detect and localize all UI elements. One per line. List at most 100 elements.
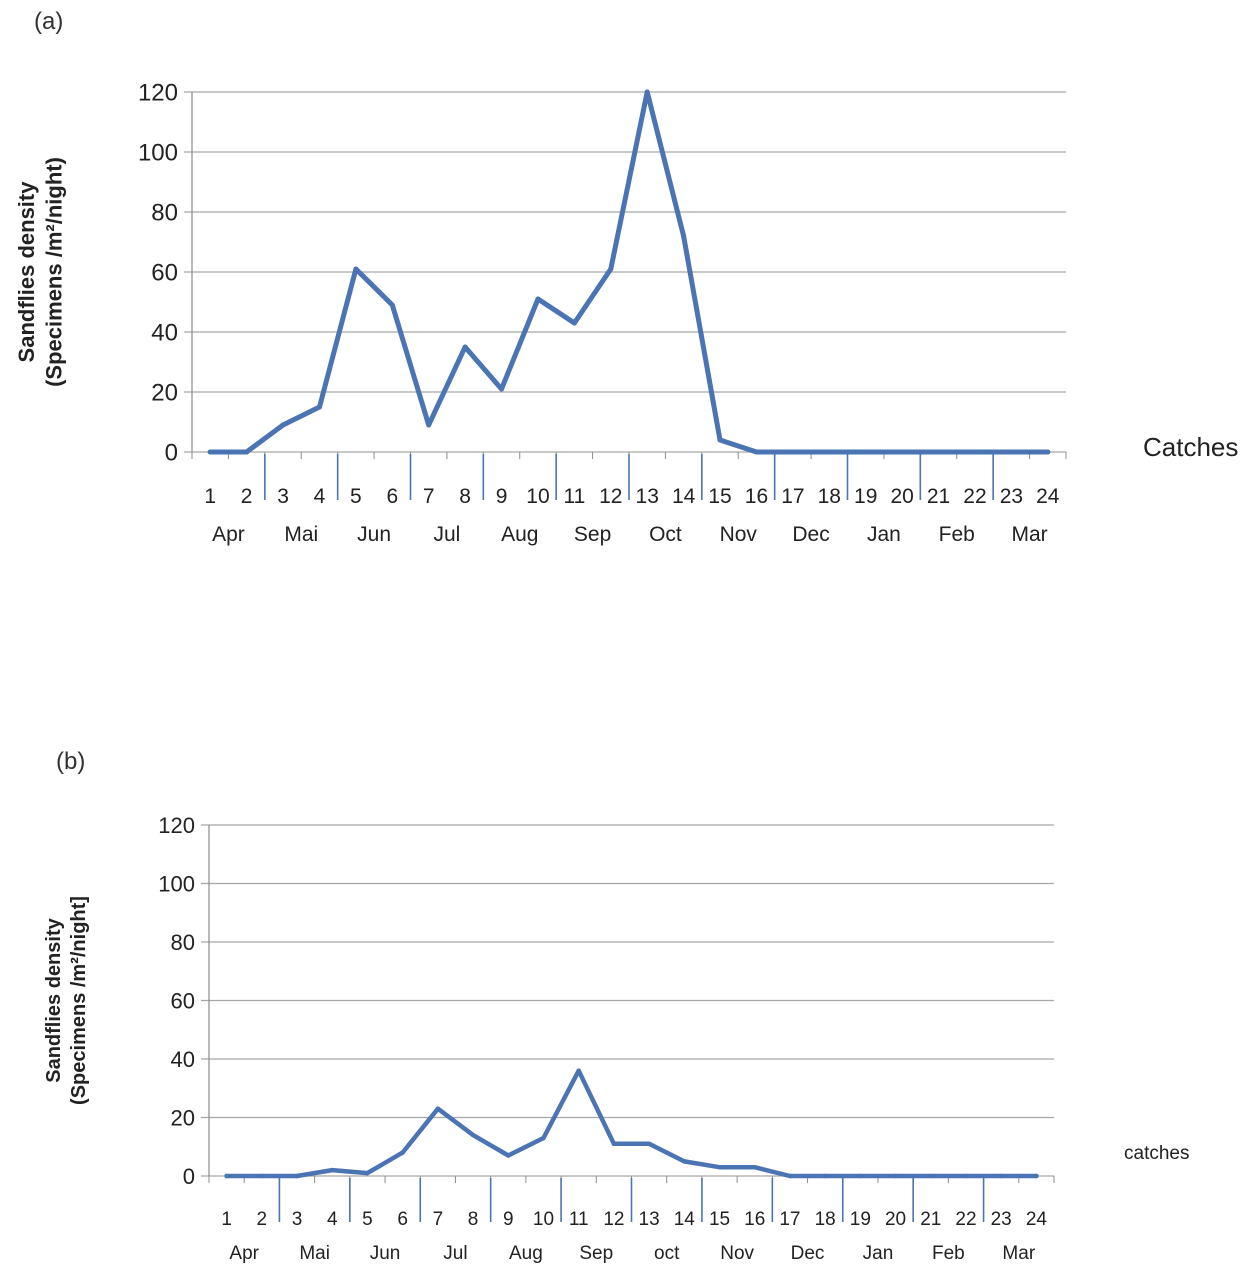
x-tick-label: 1 [221, 1209, 232, 1230]
data-point [645, 90, 650, 95]
x-tick-label: 10 [533, 1209, 554, 1230]
data-point [224, 1174, 229, 1179]
y-tick-label: 0 [183, 1164, 195, 1189]
month-label: Jun [370, 1243, 401, 1264]
data-point [936, 450, 941, 455]
x-tick-label: 10 [526, 485, 549, 508]
x-tick-label: 21 [927, 485, 950, 508]
y-axis-title: Sandflies density [14, 181, 39, 363]
month-label: Jan [863, 1243, 894, 1264]
y-tick-label: 40 [171, 1047, 195, 1072]
y-tick-label: 20 [171, 1105, 195, 1130]
data-point [858, 1174, 863, 1179]
x-tick-label: 16 [744, 1209, 765, 1230]
chart-b-svg: 0204060801001201 2 3 4 5 6 7 8 9 10 11 12 13 14 15 16 17… [0, 740, 1255, 1264]
data-point [400, 1150, 405, 1155]
chart-panel-b: (b) catches 0 20 40 60 80 100 120 1 2 3 4 5 6 7 8 9 10 11… [0, 740, 1255, 1264]
month-label: Apr [212, 523, 245, 546]
data-point [260, 1174, 265, 1179]
data-point [754, 450, 759, 455]
x-tick-label: 7 [423, 485, 435, 508]
x-tick-label: 2 [257, 1209, 268, 1230]
x-tick-label: 3 [277, 485, 289, 508]
data-point [353, 267, 358, 272]
x-tick-label: 11 [563, 485, 585, 508]
data-point [535, 297, 540, 302]
y-axis-subtitle: (Specimens /m²/night) [42, 157, 67, 387]
month-label: Oct [649, 523, 682, 546]
x-tick-label: 23 [991, 1209, 1012, 1230]
x-tick-label: 23 [1000, 485, 1023, 508]
data-point [717, 1165, 722, 1170]
x-tick-label: 16 [745, 485, 768, 508]
data-point [463, 345, 468, 350]
x-tick-label: 15 [708, 485, 731, 508]
data-point [718, 438, 723, 443]
data-series-line [227, 1071, 1037, 1176]
month-label: Jul [433, 523, 460, 546]
month-label: Feb [939, 523, 975, 546]
x-tick-label: 17 [779, 1209, 800, 1230]
x-tick-label: 9 [496, 485, 508, 508]
x-tick-label: 19 [850, 1209, 871, 1230]
x-tick-label: 9 [503, 1209, 514, 1230]
y-tick-label: 100 [138, 140, 178, 167]
x-tick-label: 19 [854, 485, 877, 508]
x-tick-label: 1 [204, 485, 216, 508]
data-point [1034, 1174, 1039, 1179]
data-point [317, 405, 322, 410]
x-tick-label: 20 [890, 485, 913, 508]
x-tick-label: 5 [350, 485, 362, 508]
data-point [863, 450, 868, 455]
data-point [608, 267, 613, 272]
data-point [893, 1174, 898, 1179]
data-point [244, 450, 249, 455]
month-label: Sep [579, 1243, 613, 1264]
data-point [365, 1171, 370, 1176]
y-tick-label: 120 [158, 813, 195, 838]
x-tick-label: 12 [599, 485, 622, 508]
data-point [788, 1174, 793, 1179]
x-tick-label: 22 [963, 485, 986, 508]
data-point [612, 1142, 617, 1147]
data-point [426, 423, 431, 428]
data-point [436, 1106, 441, 1111]
data-point [330, 1168, 335, 1173]
x-tick-label: 12 [603, 1209, 624, 1230]
x-tick-label: 8 [468, 1209, 479, 1230]
data-point [823, 1174, 828, 1179]
month-label: Jun [357, 523, 391, 546]
month-label: Mar [1011, 523, 1047, 546]
x-tick-label: 17 [781, 485, 804, 508]
data-point [281, 423, 286, 428]
x-tick-label: 15 [709, 1209, 730, 1230]
data-point [929, 1174, 934, 1179]
x-tick-label: 11 [569, 1209, 589, 1230]
y-tick-label: 80 [151, 200, 178, 227]
data-point [295, 1174, 300, 1179]
data-point [790, 450, 795, 455]
y-tick-label: 40 [151, 320, 178, 347]
month-label: Dec [792, 523, 829, 546]
data-point [1045, 450, 1050, 455]
month-label: Mar [1002, 1243, 1035, 1264]
month-label: Feb [932, 1243, 965, 1264]
x-tick-label: 4 [327, 1209, 338, 1230]
y-tick-label: 60 [151, 260, 178, 287]
y-axis-title: Sandflies density [43, 917, 65, 1082]
data-point [390, 303, 395, 308]
x-tick-label: 20 [885, 1209, 906, 1230]
x-tick-label: 13 [639, 1209, 660, 1230]
data-point [964, 1174, 969, 1179]
month-label: Aug [501, 523, 538, 546]
chart-panel-a: (a) Catches 0 20 40 60 80 100 120 1 2 3 4 5 6 7 8 9 10 11… [0, 0, 1255, 600]
x-tick-label: 7 [433, 1209, 444, 1230]
x-tick-label: 14 [672, 485, 696, 508]
y-tick-label: 0 [165, 440, 178, 467]
data-point [647, 1142, 652, 1147]
x-tick-label: 2 [241, 485, 253, 508]
x-tick-label: 5 [362, 1209, 373, 1230]
x-tick-label: 14 [674, 1209, 696, 1230]
data-point [999, 1174, 1004, 1179]
data-point [900, 450, 905, 455]
